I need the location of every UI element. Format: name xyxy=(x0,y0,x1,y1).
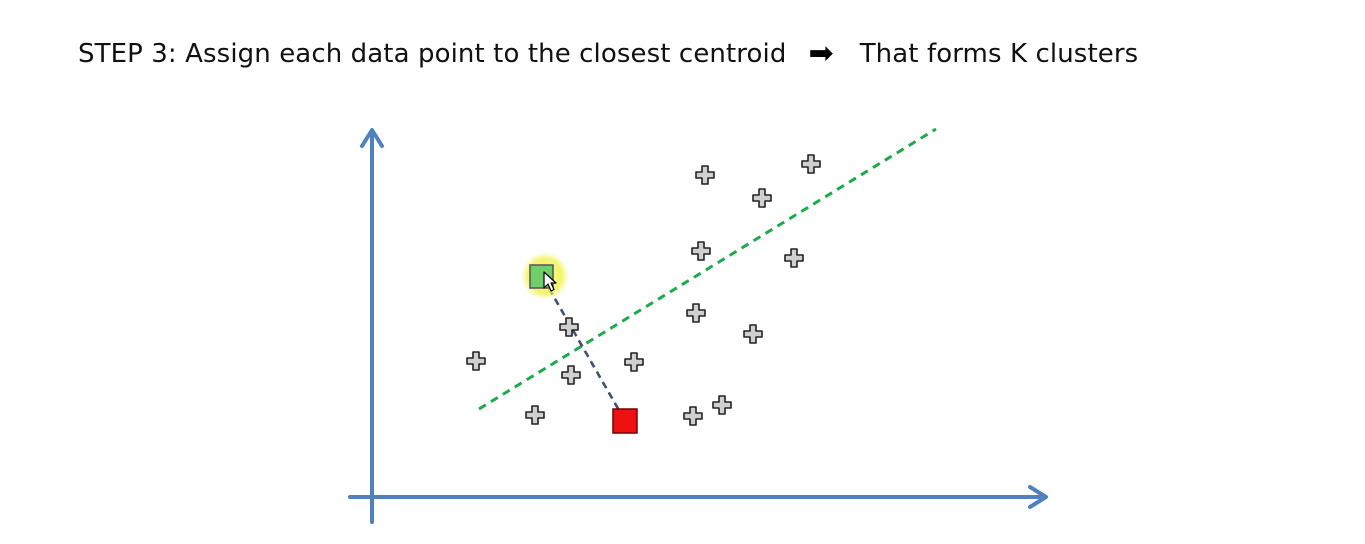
slide-title: STEP 3: Assign each data point to the cl… xyxy=(78,36,1138,72)
step-text: Assign each data point to the closest ce… xyxy=(185,39,787,69)
x-axis-arrowhead-icon xyxy=(1028,485,1048,509)
right-arrow-icon: ➡ xyxy=(808,36,834,71)
step-label: STEP 3: xyxy=(78,39,177,69)
plus-marker-icon xyxy=(683,406,703,426)
plus-marker-icon xyxy=(695,165,715,185)
cluster-boundary-line xyxy=(478,127,937,411)
plus-marker-icon xyxy=(743,324,763,344)
plus-marker-icon xyxy=(559,317,579,337)
axes xyxy=(348,128,1048,524)
data-points xyxy=(466,154,821,426)
plus-marker-icon xyxy=(801,154,821,174)
y-axis-arrowhead-icon xyxy=(360,128,384,148)
plus-marker-icon xyxy=(752,188,772,208)
plus-marker-icon xyxy=(624,352,644,372)
plus-marker-icon xyxy=(691,241,711,261)
result-text: That forms K clusters xyxy=(859,39,1139,69)
plus-marker-icon xyxy=(784,248,804,268)
centroid-connector-line xyxy=(541,277,626,420)
centroid-red[interactable] xyxy=(612,408,638,434)
plus-marker-icon xyxy=(712,395,732,415)
plus-marker-icon xyxy=(525,405,545,425)
plus-marker-icon xyxy=(561,365,581,385)
plus-marker-icon xyxy=(686,303,706,323)
mouse-pointer-icon xyxy=(543,271,557,292)
plus-marker-icon xyxy=(466,351,486,371)
